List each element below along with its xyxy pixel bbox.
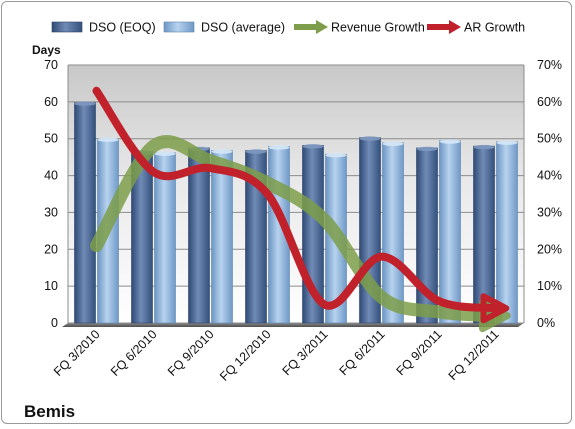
bar-top-cap bbox=[416, 146, 438, 152]
legend-label: AR Growth bbox=[464, 21, 525, 35]
bar-group bbox=[245, 149, 267, 324]
y-tick-label: 70 bbox=[44, 58, 58, 72]
bar-group bbox=[382, 141, 404, 324]
bar-dso-average bbox=[496, 141, 518, 324]
bar-top-cap bbox=[74, 101, 96, 106]
x-axis: FQ 3/2010 FQ 6/2010 FQ 9/2010 FQ 12/2010 FQ … bbox=[51, 327, 502, 384]
chart-frame: DSO (EOQ) DSO (average) Revenue Growth AR G… bbox=[1, 1, 572, 424]
ar-growth-arrowhead bbox=[480, 293, 510, 324]
legend-label: Revenue Growth bbox=[331, 21, 425, 35]
y2-tick-label: 40% bbox=[537, 169, 562, 183]
x-tick-label: FQ 9/2010 bbox=[165, 327, 217, 379]
bar-top-cap bbox=[496, 140, 518, 145]
bar-top-cap bbox=[439, 139, 461, 144]
legend-label: DSO (EOQ) bbox=[89, 21, 156, 35]
bar-group bbox=[74, 101, 96, 324]
bar-top-cap bbox=[245, 149, 267, 154]
legend-label: DSO (average) bbox=[201, 21, 285, 35]
x-tick-label: FQ 9/2011 bbox=[394, 327, 445, 378]
bar-dso-average bbox=[211, 150, 233, 324]
y-axis-title: Days bbox=[32, 43, 61, 57]
bar-top-cap bbox=[97, 137, 119, 142]
bar-group bbox=[496, 140, 518, 324]
bar-top-cap bbox=[382, 141, 404, 146]
y2-tick-label: 60% bbox=[537, 95, 562, 109]
bar-dso-average bbox=[439, 140, 461, 324]
x-tick-label: FQ 12/2010 bbox=[217, 327, 274, 384]
bar-group bbox=[154, 151, 176, 324]
legend-swatch-dso-eoq bbox=[51, 21, 83, 33]
y-tick-label: 40 bbox=[44, 169, 58, 183]
y2-tick-label: 50% bbox=[537, 132, 562, 146]
y-tick-label: 50 bbox=[44, 132, 58, 146]
y-tick-label: 10 bbox=[44, 279, 58, 293]
bar-top-cap bbox=[268, 145, 290, 150]
y2-tick-label: 30% bbox=[537, 205, 562, 219]
ar-growth-line bbox=[92, 86, 500, 313]
plot-area bbox=[62, 64, 525, 333]
x-tick-label: FQ 3/2010 bbox=[51, 327, 103, 379]
bar-dso-eoq bbox=[74, 102, 96, 324]
left-axis: 0 10 20 30 40 50 60 70 bbox=[44, 58, 58, 330]
bar-group bbox=[416, 146, 438, 324]
revenue-growth-line bbox=[90, 135, 502, 323]
x-tick-label: FQ 6/2011 bbox=[337, 327, 388, 378]
legend-arrow-icon bbox=[316, 20, 328, 34]
legend-arrow-icon bbox=[449, 20, 461, 34]
bar-top-cap bbox=[359, 136, 381, 141]
bar-top-cap bbox=[154, 151, 176, 156]
y2-tick-label: 70% bbox=[537, 58, 562, 72]
y2-tick-label: 20% bbox=[537, 242, 562, 256]
y-tick-label: 30 bbox=[44, 205, 58, 219]
bar-top-cap bbox=[211, 149, 233, 154]
y2-tick-label: 0% bbox=[537, 316, 555, 330]
plot-floor bbox=[62, 323, 524, 327]
growth-lines bbox=[90, 86, 511, 333]
company-name: Bemis bbox=[24, 402, 75, 421]
y2-tick-label: 10% bbox=[537, 279, 562, 293]
bar-top-cap bbox=[473, 144, 495, 150]
bar-group bbox=[188, 146, 210, 324]
bar-top-cap bbox=[325, 152, 347, 158]
bar-group bbox=[439, 139, 461, 324]
right-axis: 0% 10% 20% 30% 40% 50% 60% 70% bbox=[537, 58, 562, 330]
y-tick-label: 0 bbox=[51, 316, 58, 330]
y-tick-label: 60 bbox=[44, 95, 58, 109]
x-tick-label: FQ 3/2011 bbox=[280, 327, 331, 378]
x-tick-label: FQ 6/2010 bbox=[108, 327, 160, 379]
x-tick-label: FQ 12/2011 bbox=[446, 327, 502, 383]
legend: DSO (EOQ) DSO (average) Revenue Growth AR G… bbox=[51, 20, 525, 35]
bar-group bbox=[211, 149, 233, 324]
bar-top-cap bbox=[302, 144, 324, 149]
y-tick-label: 20 bbox=[44, 242, 58, 256]
legend-swatch-dso-average bbox=[163, 21, 195, 33]
